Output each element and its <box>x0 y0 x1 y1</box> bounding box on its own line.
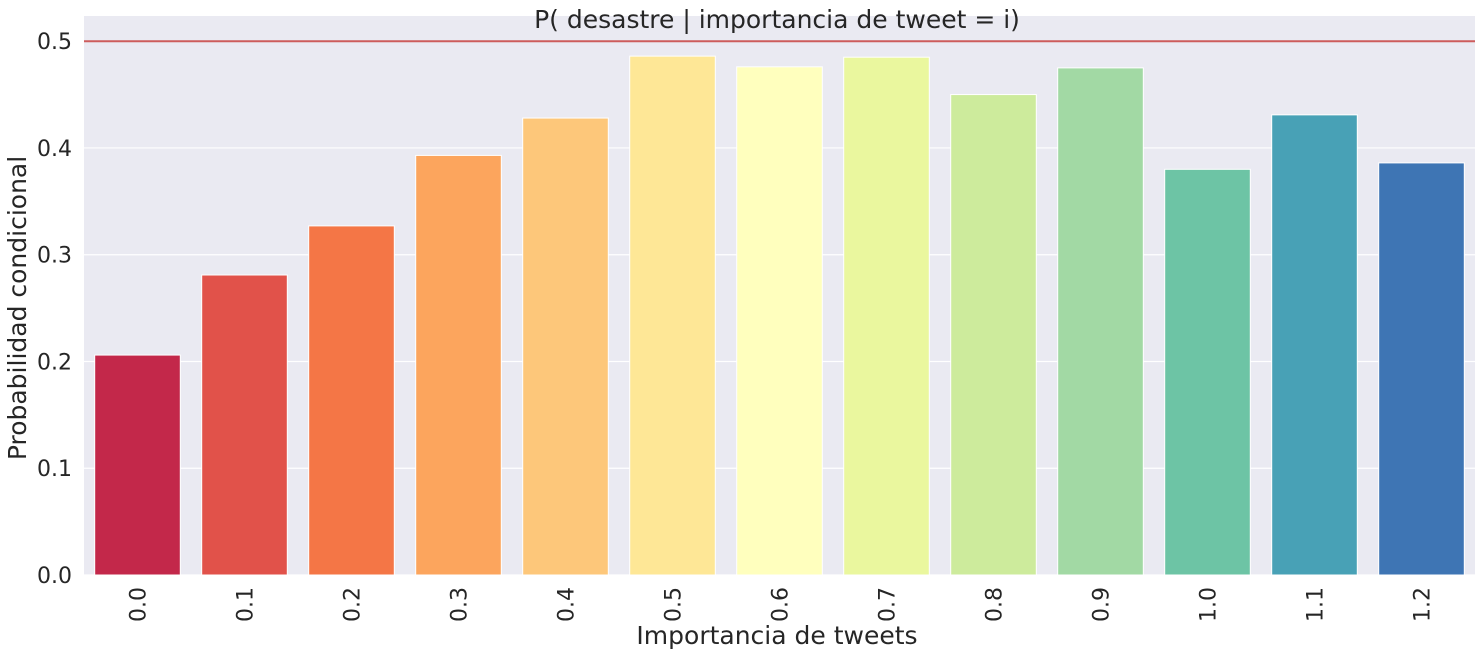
bar-0.0 <box>94 354 181 576</box>
x-tick-label: 0.1 <box>234 587 259 622</box>
bar-1.0 <box>1164 168 1251 576</box>
bar-0.4 <box>522 117 609 576</box>
y-tick-label: 0.2 <box>37 350 72 375</box>
bar-1.1 <box>1271 114 1358 576</box>
bar-0.3 <box>415 154 502 576</box>
bars <box>94 55 1465 576</box>
y-tick-label: 0.3 <box>37 244 72 269</box>
bar-0.6 <box>736 66 823 576</box>
x-tick-label: 1.1 <box>1304 587 1329 622</box>
chart-title: P( desastre | importancia de tweet = i) <box>534 5 1020 34</box>
x-tick-label: 0.6 <box>769 587 794 622</box>
x-axis-label: Importancia de tweets <box>636 621 917 650</box>
x-tick-label: 0.9 <box>1090 587 1115 622</box>
x-tick-label: 0.4 <box>555 587 580 622</box>
x-tick-label: 0.0 <box>127 587 152 622</box>
x-tick-label: 1.0 <box>1197 587 1222 622</box>
x-tick-label: 1.2 <box>1411 587 1436 622</box>
x-tick-label: 0.8 <box>983 587 1008 622</box>
x-tick-label: 0.3 <box>448 587 473 622</box>
bar-0.2 <box>308 225 395 576</box>
y-tick-label: 0.5 <box>37 30 72 55</box>
bar-0.5 <box>629 55 716 576</box>
bar-0.7 <box>843 56 930 576</box>
y-tick-label: 0.0 <box>37 564 72 589</box>
y-tick-labels: 0.0 0.1 0.2 0.3 0.4 0.5 <box>37 30 72 589</box>
y-tick-label: 0.1 <box>37 457 72 482</box>
y-axis-label: Probabilidad condicional <box>3 156 32 460</box>
y-tick-label: 0.4 <box>37 137 72 162</box>
x-tick-labels: 0.0 0.1 0.2 0.3 0.4 0.5 0.6 0.7 0.8 0.9 1.0 1.1 1.2 <box>127 587 1436 622</box>
bar-1.2 <box>1378 162 1465 576</box>
x-tick-label: 0.2 <box>341 587 366 622</box>
x-tick-label: 0.7 <box>876 587 901 622</box>
bar-0.8 <box>950 94 1037 576</box>
bar-0.1 <box>201 274 288 576</box>
bar-0.9 <box>1057 67 1144 576</box>
x-tick-label: 0.5 <box>662 587 687 622</box>
